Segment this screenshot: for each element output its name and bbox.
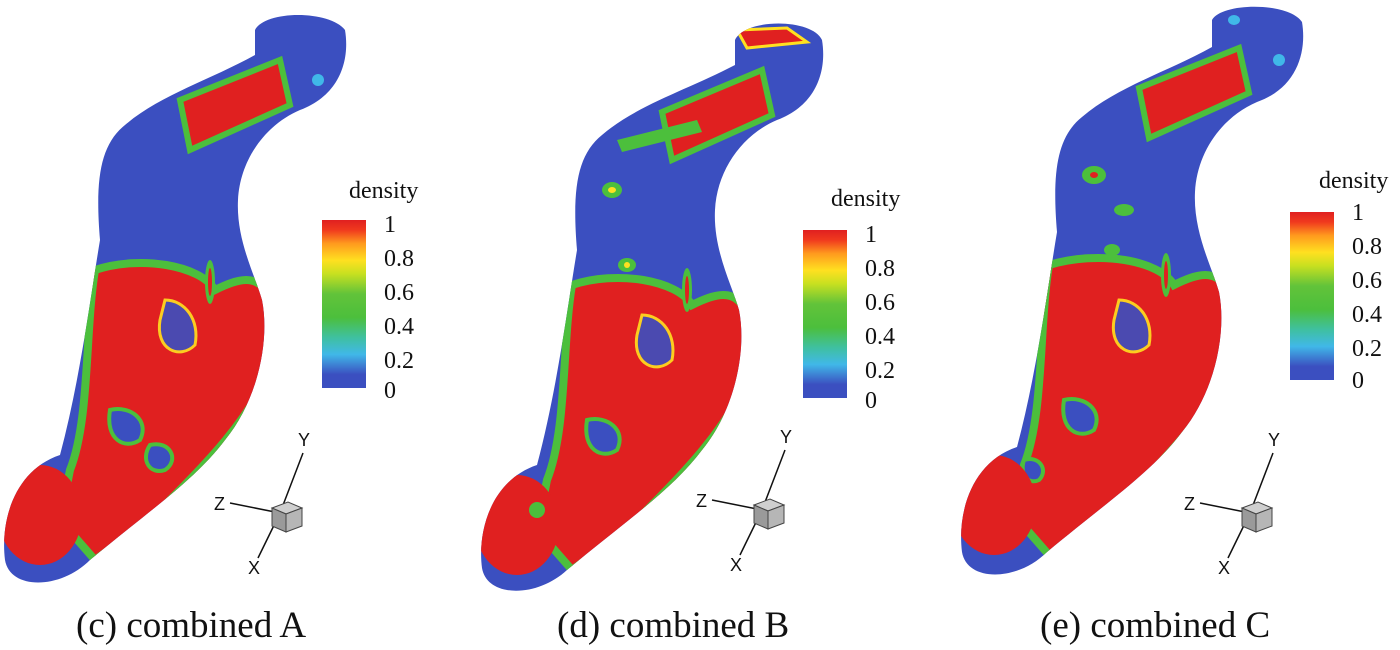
axis-label-z: Z xyxy=(696,491,707,511)
caption: (e) combined C xyxy=(1040,605,1271,646)
tick-label: 0.8 xyxy=(865,256,895,282)
legend-title: density xyxy=(831,186,901,212)
tick-label: 0 xyxy=(1352,368,1364,394)
tick-label: 1 xyxy=(384,212,396,238)
panel-combined-c: density 1 0.8 0.6 0.4 0.2 0 Y Z X (e) co… xyxy=(934,0,1400,650)
axis-cube-icon xyxy=(1240,501,1274,533)
axis-label-z: Z xyxy=(214,494,225,514)
axis-label-x: X xyxy=(1218,558,1230,578)
tick-label: 0.2 xyxy=(384,348,414,374)
density-field-render xyxy=(481,23,824,591)
tick-label: 0 xyxy=(384,378,396,404)
tick-label: 1 xyxy=(1352,200,1364,226)
axis-label-y: Y xyxy=(298,430,310,450)
density-field-render xyxy=(4,15,347,583)
tick-label: 0.4 xyxy=(865,324,895,350)
axis-cube-icon xyxy=(270,501,304,533)
density-colorbar xyxy=(803,230,847,398)
tick-label: 0.4 xyxy=(384,314,414,340)
orientation-axes: Y Z X xyxy=(1184,430,1280,578)
axis-label-y: Y xyxy=(780,427,792,447)
tick-label: 0.6 xyxy=(1352,268,1382,294)
caption: (d) combined B xyxy=(557,605,790,646)
density-field-render xyxy=(961,6,1304,575)
tick-label: 0.4 xyxy=(1352,302,1382,328)
tick-label: 0 xyxy=(865,388,877,414)
tick-label: 0.6 xyxy=(384,280,414,306)
panel-combined-a: density 1 0.8 0.6 0.4 0.2 0 Y Z X (c) co… xyxy=(0,0,466,650)
orientation-axes: Y Z X xyxy=(214,430,310,578)
caption: (c) combined A xyxy=(76,605,307,646)
tick-label: 0.8 xyxy=(384,246,414,272)
panel-combined-b: density 1 0.8 0.6 0.4 0.2 0 Y Z X (d) co… xyxy=(477,0,943,650)
legend-title: density xyxy=(349,178,419,204)
tick-label: 0.2 xyxy=(1352,336,1382,362)
axis-label-x: X xyxy=(248,558,260,578)
legend-title: density xyxy=(1319,168,1389,194)
tick-label: 0.8 xyxy=(1352,234,1382,260)
tick-label: 0.2 xyxy=(865,358,895,384)
tick-label: 0.6 xyxy=(865,290,895,316)
tick-label: 1 xyxy=(865,222,877,248)
axis-label-y: Y xyxy=(1268,430,1280,450)
axis-label-x: X xyxy=(730,555,742,575)
axis-cube-icon xyxy=(752,498,786,530)
axis-label-z: Z xyxy=(1184,494,1195,514)
density-colorbar xyxy=(1290,212,1334,380)
orientation-axes: Y Z X xyxy=(696,427,792,575)
density-colorbar xyxy=(322,220,366,388)
